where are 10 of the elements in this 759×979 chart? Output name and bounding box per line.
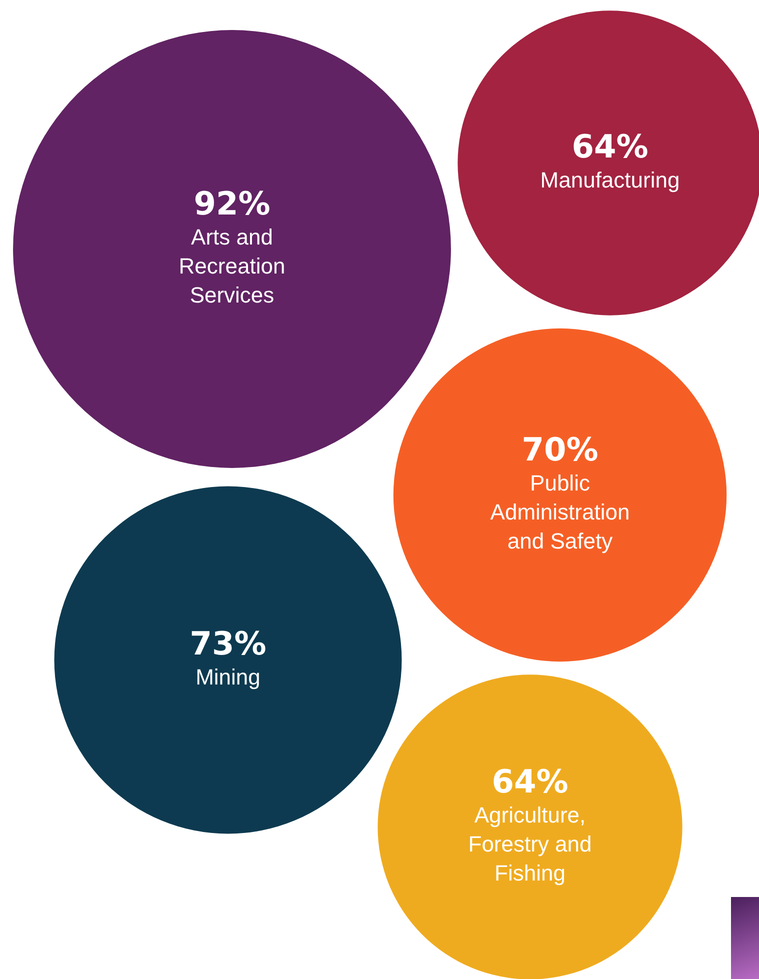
category-label: Agriculture, Forestry and Fishing: [468, 802, 592, 886]
data-label: 64%: [492, 762, 568, 800]
category-label: Manufacturing: [540, 168, 680, 192]
category-label: Public Administration and Safety: [490, 470, 630, 554]
category-label: Arts and Recreation Services: [178, 224, 286, 308]
category-label: Mining: [196, 664, 260, 690]
data-label: 70%: [522, 430, 598, 468]
data-label: 64%: [572, 128, 648, 166]
data-label: 92%: [194, 184, 270, 222]
data-label: 73%: [190, 624, 266, 662]
